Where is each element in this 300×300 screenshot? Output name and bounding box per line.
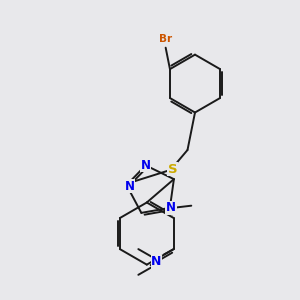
- Text: N: N: [166, 201, 176, 214]
- Text: N: N: [141, 159, 151, 172]
- Text: N: N: [152, 256, 162, 268]
- Text: Br: Br: [159, 34, 172, 44]
- Text: S: S: [168, 163, 177, 176]
- Text: N: N: [125, 180, 135, 193]
